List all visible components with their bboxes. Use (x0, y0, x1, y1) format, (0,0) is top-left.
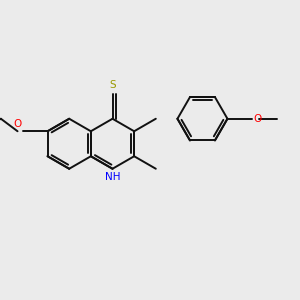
Text: S: S (109, 80, 116, 90)
Text: NH: NH (105, 172, 120, 182)
Text: O: O (13, 119, 21, 129)
Text: O: O (254, 114, 262, 124)
